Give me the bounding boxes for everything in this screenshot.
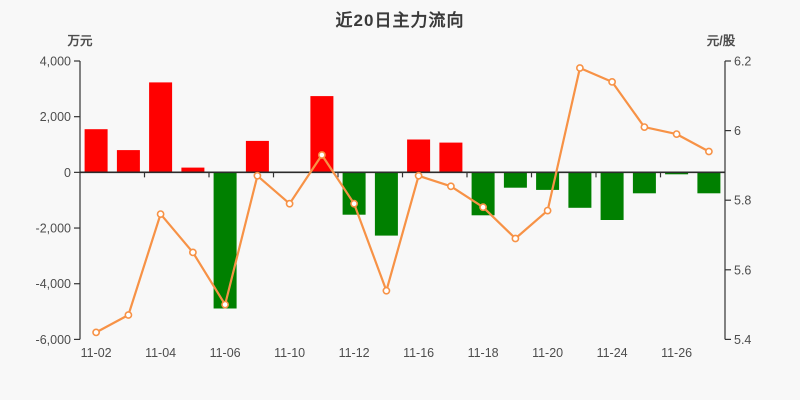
right-axis-tick-label: 6 <box>734 124 741 138</box>
flow-bar-11-06[interactable] <box>213 172 237 309</box>
price-point-11-12[interactable] <box>350 199 358 208</box>
price-point-11-09[interactable] <box>253 171 262 180</box>
left-axis-tick-label: -6,000 <box>36 333 71 347</box>
flow-bar-11-19[interactable] <box>503 172 527 188</box>
right-axis-tick-label: 5.6 <box>734 263 751 277</box>
left-axis-tick-label: -2,000 <box>36 222 71 236</box>
flow-bar-11-02[interactable] <box>84 129 108 173</box>
left-axis-tick-label: 4,000 <box>40 55 71 69</box>
x-axis-label-11-26: 11-26 <box>661 346 692 360</box>
price-point-11-24[interactable] <box>608 78 616 86</box>
x-axis-label-11-24: 11-24 <box>597 346 628 360</box>
price-point-11-11[interactable] <box>317 151 326 159</box>
price-point-11-17[interactable] <box>446 182 455 191</box>
price-point-11-03[interactable] <box>124 311 133 319</box>
price-point-11-20[interactable] <box>543 206 552 215</box>
right-axis-tick-label: 6.2 <box>734 55 751 69</box>
price-point-11-04[interactable] <box>156 210 165 218</box>
price-point-11-13[interactable] <box>382 286 391 295</box>
price-point-11-18[interactable] <box>479 203 487 212</box>
flow-bar-11-17[interactable] <box>439 142 463 173</box>
x-axis-label-11-10: 11-10 <box>274 346 305 360</box>
flow-bar-11-03[interactable] <box>116 150 140 173</box>
x-axis-label-11-20: 11-20 <box>532 346 563 360</box>
price-point-11-16[interactable] <box>414 171 423 180</box>
price-point-11-10[interactable] <box>285 199 294 208</box>
flow-bar-11-16[interactable] <box>407 139 431 173</box>
price-point-11-05[interactable] <box>188 248 197 257</box>
x-axis-label-11-06: 11-06 <box>210 346 241 360</box>
right-axis-tick-label: 5.4 <box>734 333 751 347</box>
price-point-11-06[interactable] <box>221 300 229 309</box>
right-axis-tick-label: 5.8 <box>734 194 751 208</box>
flow-bar-11-04[interactable] <box>149 82 173 173</box>
flow-bar-11-23[interactable] <box>568 172 592 208</box>
flow-bar-11-13[interactable] <box>374 172 398 236</box>
x-axis-label-11-02: 11-02 <box>81 346 112 360</box>
x-axis-label-11-12: 11-12 <box>339 346 370 360</box>
price-point-11-27[interactable] <box>705 147 713 156</box>
flow-bar-11-12[interactable] <box>342 172 366 215</box>
price-point-11-26[interactable] <box>672 130 681 138</box>
flow-bar-11-05[interactable] <box>181 167 205 173</box>
x-axis-label-11-16: 11-16 <box>403 346 434 360</box>
left-axis-tick-label: 2,000 <box>40 110 71 124</box>
flow-bar-11-27[interactable] <box>697 172 721 194</box>
price-line <box>94 66 711 334</box>
flow-bar-11-09[interactable] <box>245 140 269 173</box>
price-point-11-25[interactable] <box>640 123 649 131</box>
left-axis-tick-label: -4,000 <box>36 277 71 291</box>
price-point-11-19[interactable] <box>511 234 520 243</box>
price-point-11-23[interactable] <box>576 64 584 72</box>
x-axis-label-11-18: 11-18 <box>468 346 499 360</box>
chart-title: 近20日主力流向 <box>335 11 465 30</box>
right-axis-unit-label: 元/股 <box>706 34 736 48</box>
x-axis-label-11-04: 11-04 <box>145 346 176 360</box>
price-point-11-02[interactable] <box>92 328 100 337</box>
left-axis-tick-label: 0 <box>64 166 71 180</box>
flow-bar-11-25[interactable] <box>632 172 656 194</box>
flow-bar-11-11[interactable] <box>310 96 334 173</box>
flow-bar-11-24[interactable] <box>600 172 624 220</box>
left-axis-unit-label: 万元 <box>67 34 93 48</box>
flow-bar-11-26[interactable] <box>665 172 689 175</box>
